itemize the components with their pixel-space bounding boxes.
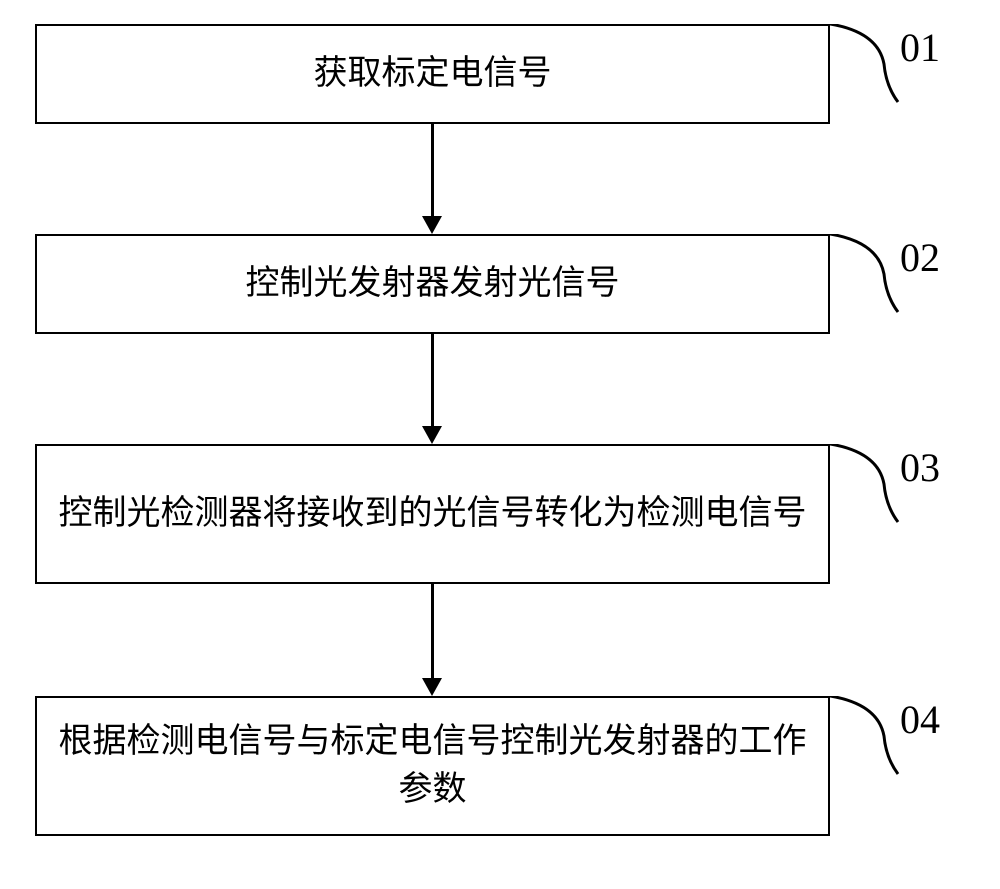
arrow-1-line [431, 124, 434, 216]
flow-step-3-text: 控制光检测器将接收到的光信号转化为检测电信号 [59, 490, 807, 538]
arrow-3-head [422, 678, 442, 696]
flow-step-4-text: 根据检测电信号与标定电信号控制光发射器的工作参数 [57, 718, 808, 813]
flow-step-3: 控制光检测器将接收到的光信号转化为检测电信号 [35, 444, 830, 584]
arrow-2-line [431, 334, 434, 426]
callout-label-4: 04 [900, 696, 940, 743]
callout-curve-4 [830, 696, 900, 781]
callout-curve-2 [830, 234, 900, 319]
arrow-1-head [422, 216, 442, 234]
flow-step-2: 控制光发射器发射光信号 [35, 234, 830, 334]
arrow-2-head [422, 426, 442, 444]
callout-label-2: 02 [900, 234, 940, 281]
callout-curve-3 [830, 444, 900, 529]
flow-step-1-text: 获取标定电信号 [314, 50, 552, 98]
flow-step-4: 根据检测电信号与标定电信号控制光发射器的工作参数 [35, 696, 830, 836]
callout-curve-1 [830, 24, 900, 109]
flow-step-2-text: 控制光发射器发射光信号 [246, 260, 620, 308]
arrow-3-line [431, 584, 434, 678]
callout-label-3: 03 [900, 444, 940, 491]
callout-label-1: 01 [900, 24, 940, 71]
flow-step-1: 获取标定电信号 [35, 24, 830, 124]
